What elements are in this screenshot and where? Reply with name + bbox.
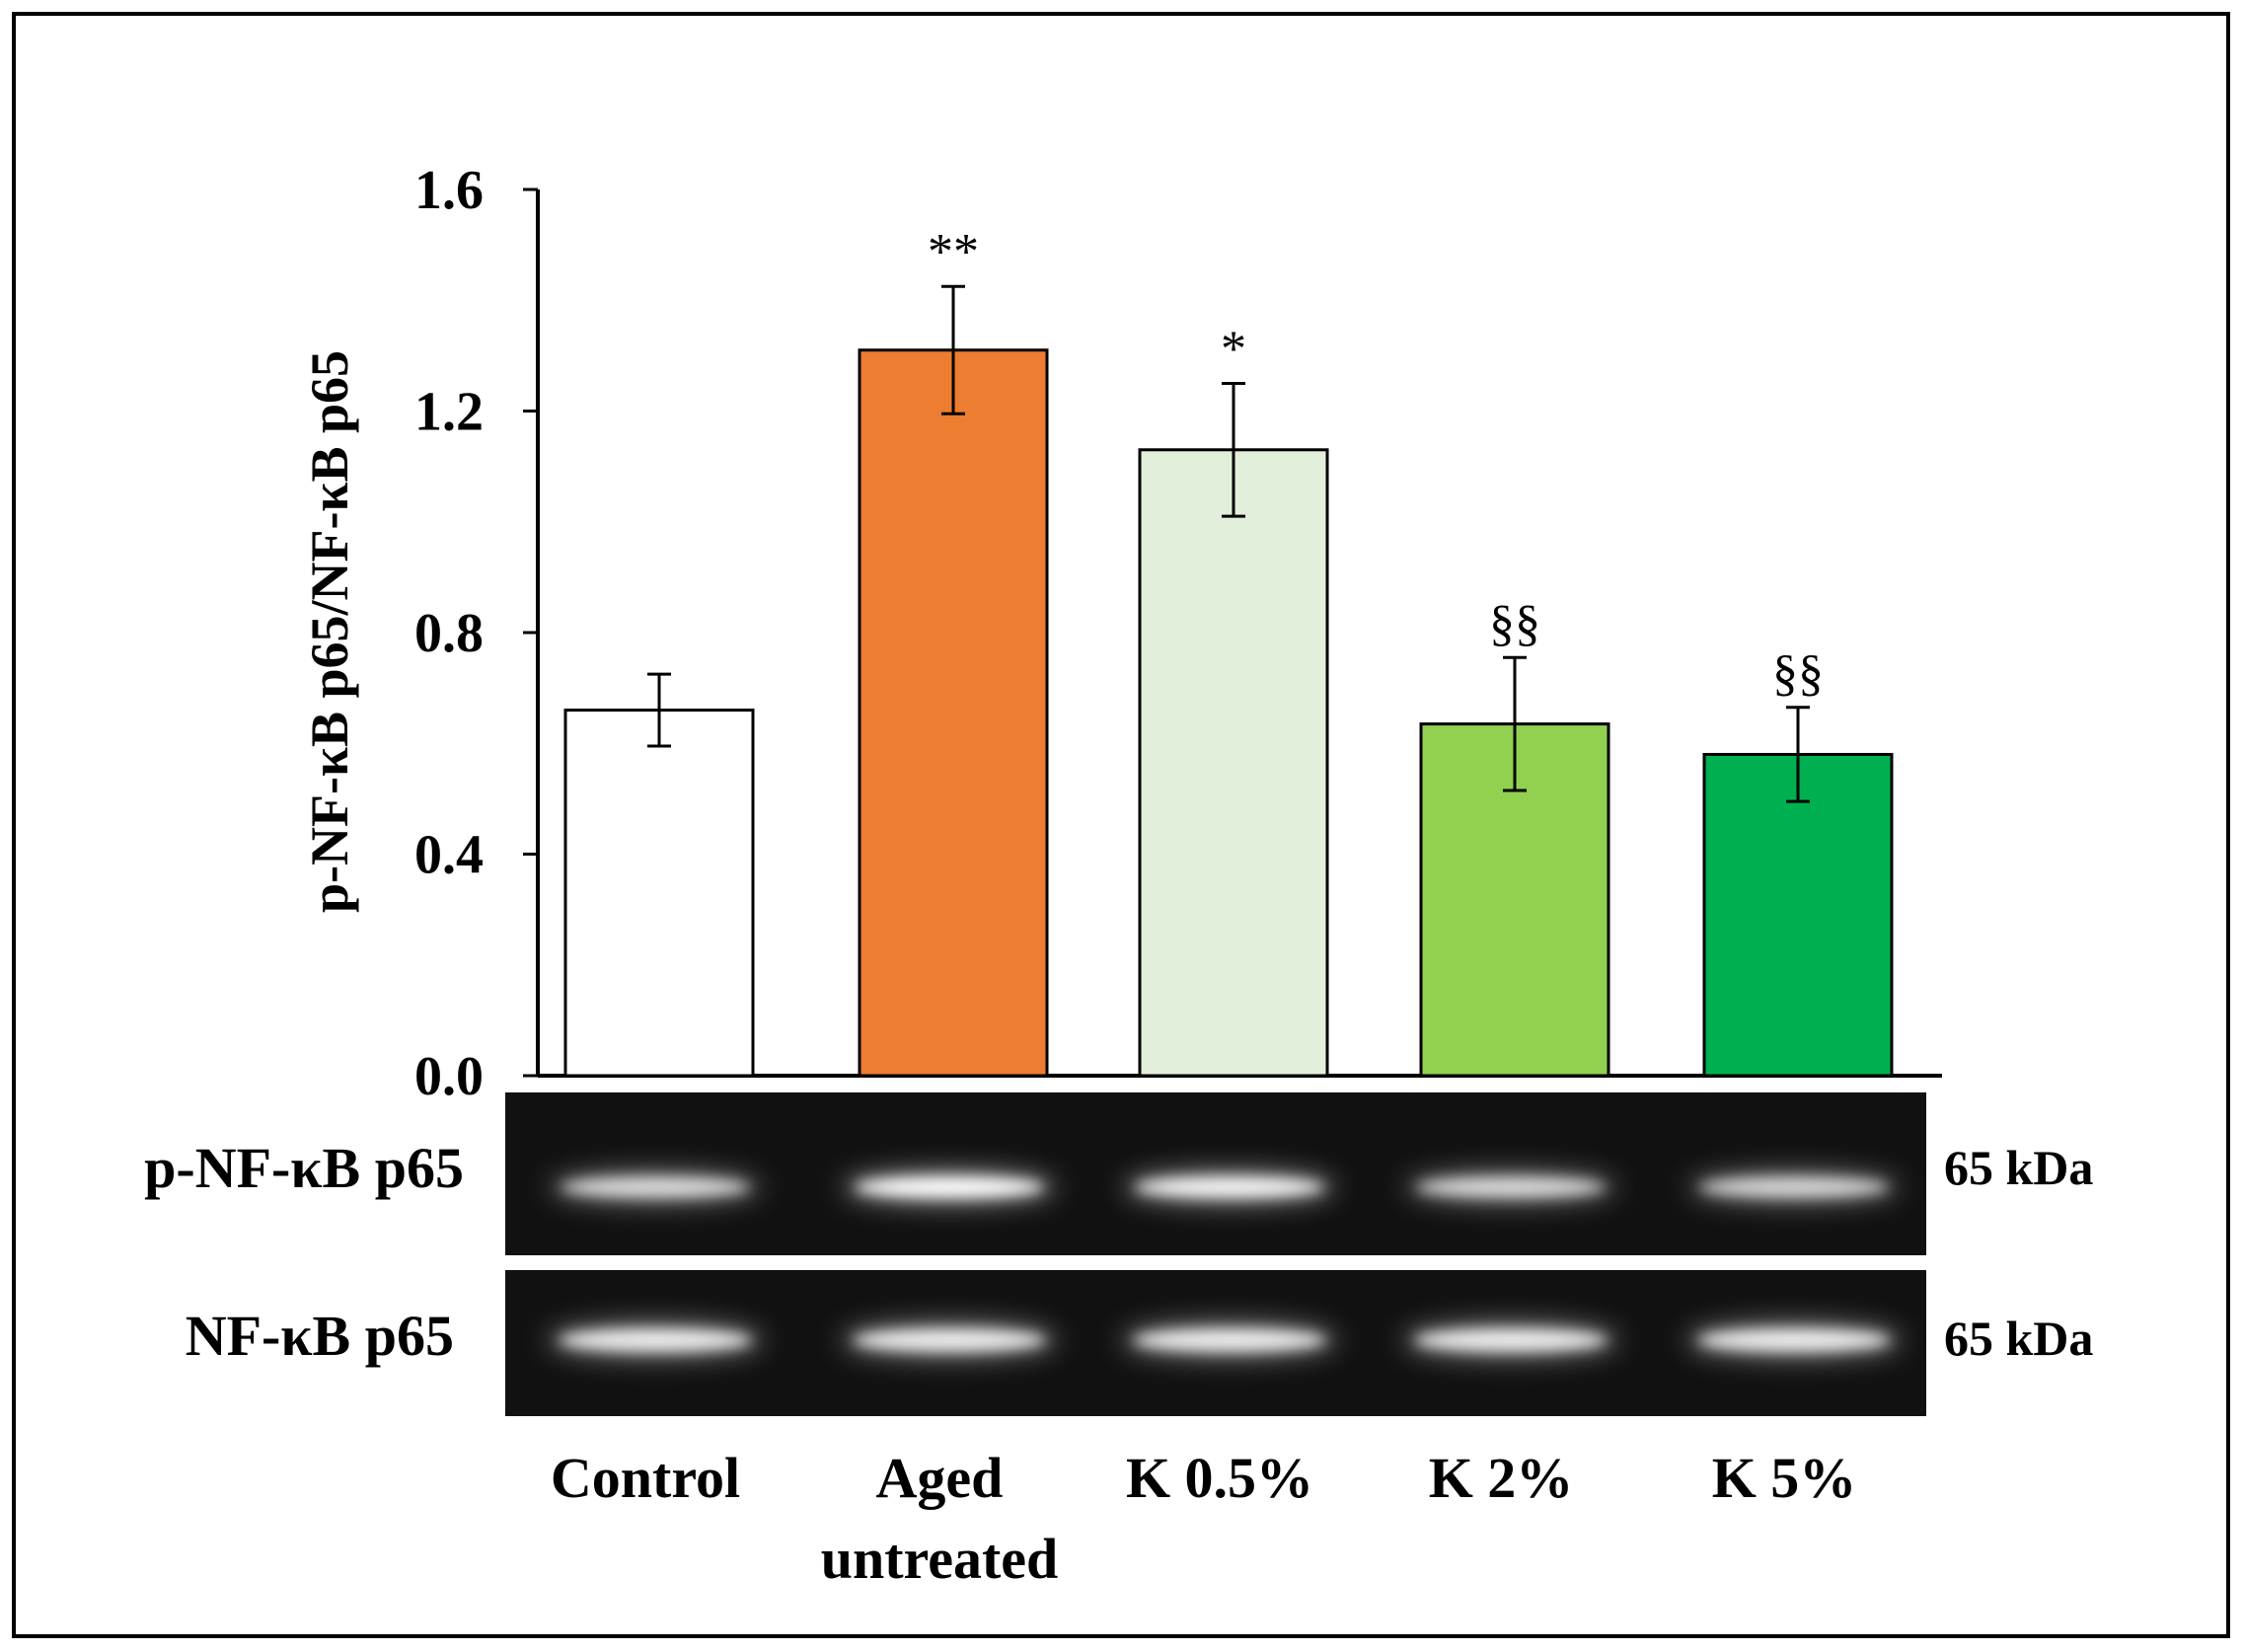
- chart-area: 0.00.40.81.21.6 ***§§§§ p-NF-κB p65/NF-κ…: [300, 160, 1942, 1107]
- category-label: Aged untreated: [821, 1446, 1059, 1591]
- y-axis-ticks: 0.0 0.4 0.8 1.2 1.6: [414, 160, 538, 1107]
- blot-bands-nfkb: [547, 1322, 1903, 1358]
- significance-marks: ***§§§§: [928, 224, 1824, 702]
- y-tick-label: 0.8: [414, 603, 484, 664]
- blot-band: [1414, 1329, 1608, 1351]
- y-tick-label: 0.0: [414, 1046, 484, 1107]
- bar: [1138, 448, 1329, 1078]
- error-bars: [647, 284, 1810, 803]
- blot-band: [1133, 1329, 1326, 1351]
- significance-mark: §§: [1772, 645, 1824, 702]
- bar: [858, 348, 1049, 1078]
- blot-band: [561, 1177, 750, 1197]
- blot-band: [1416, 1177, 1606, 1197]
- significance-mark: **: [928, 224, 979, 280]
- y-tick-label: 1.6: [414, 160, 484, 221]
- blot-size-p-nfkb: 65 kDa: [1944, 1140, 2093, 1195]
- blot-band: [1135, 1177, 1324, 1197]
- blot-nfkb: NF-κB p65 65 kDa: [186, 1270, 2093, 1416]
- y-tick-label: 1.2: [414, 382, 484, 443]
- bar: [1702, 752, 1894, 1078]
- error-bar: [1503, 655, 1527, 792]
- blot-band: [559, 1329, 752, 1351]
- blot-label-nfkb: NF-κB p65: [186, 1304, 454, 1368]
- y-axis-label: p-NF-κB p65/NF-κB p65: [300, 350, 359, 913]
- error-bar: [1222, 381, 1245, 518]
- significance-mark: *: [1221, 321, 1246, 377]
- blot-band: [1697, 1329, 1891, 1351]
- blot-label-p-nfkb: p-NF-κB p65: [144, 1136, 464, 1200]
- error-bar: [941, 284, 965, 415]
- blot-band: [855, 1177, 1044, 1197]
- category-label: Control: [551, 1446, 740, 1510]
- blot-size-nfkb: 65 kDa: [1944, 1311, 2093, 1366]
- bar: [563, 709, 755, 1078]
- error-bar: [1786, 706, 1810, 803]
- category-labels: Control Aged untreated K 0.5% K 2% K 5%: [551, 1446, 1856, 1591]
- category-label: K 5%: [1712, 1446, 1857, 1510]
- blot-bands-p-nfkb: [549, 1171, 1901, 1203]
- blot-p-nfkb: p-NF-κB p65 65 kDa: [144, 1092, 2093, 1255]
- category-label: K 2%: [1429, 1446, 1574, 1510]
- blot-band: [1699, 1177, 1889, 1197]
- blot-band: [853, 1329, 1046, 1351]
- error-bar: [647, 672, 671, 748]
- y-tick-label: 0.4: [414, 825, 484, 886]
- category-label: K 0.5%: [1126, 1446, 1313, 1510]
- significance-mark: §§: [1489, 595, 1540, 651]
